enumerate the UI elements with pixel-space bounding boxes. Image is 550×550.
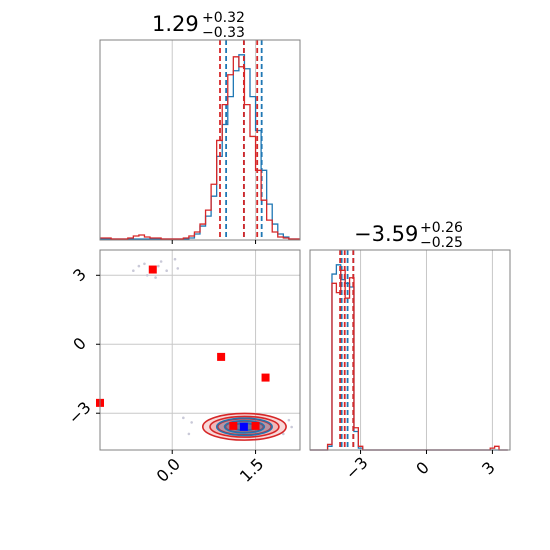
- faint-point-4: [143, 262, 146, 266]
- faint-point-8: [173, 257, 177, 261]
- p2-y-tick-label-1: 0: [69, 334, 90, 355]
- p2-x-tick-label-0: 0.0: [153, 454, 184, 485]
- faint-point-14: [282, 432, 285, 436]
- faint-point-15: [290, 425, 293, 429]
- title-1-minus: −0.33: [202, 25, 245, 41]
- red-square-marker-2: [261, 373, 270, 382]
- title-1-plus: +0.32: [202, 10, 245, 26]
- faint-point-1: [159, 260, 163, 263]
- title-1-value: 1.29: [152, 12, 199, 36]
- p3-x-tick-label-1: 0: [412, 458, 433, 479]
- p2-y-tick-label-0: 3: [69, 265, 90, 286]
- p3-x-tick-label-0: −3: [342, 453, 372, 483]
- title-panel-1: 1.29 +0.32 −0.33: [152, 10, 245, 41]
- faint-point-6: [176, 267, 180, 270]
- p2-frame: [99, 249, 301, 451]
- faint-point-12: [190, 421, 193, 424]
- faint-point-5: [154, 276, 157, 279]
- p1-frame: [99, 39, 301, 241]
- scatter-panel-bottom-left: 0.0 1.5 3 0 −3: [65, 249, 301, 486]
- p2-x-tick-label-1: 1.5: [236, 454, 267, 485]
- title-3-minus: −0.25: [420, 235, 463, 251]
- faint-point-3: [165, 269, 168, 272]
- faint-point-7: [132, 269, 135, 272]
- p3-hist-series-1: [310, 269, 508, 451]
- p1-hist-series-1: [100, 56, 300, 240]
- title-3-plus: +0.26: [420, 220, 463, 236]
- faint-point-0: [137, 264, 141, 268]
- faint-point-2: [145, 273, 149, 277]
- title-panel-3: −3.59 +0.26 −0.25: [354, 220, 463, 251]
- red-square-marker-1: [217, 352, 226, 361]
- p2-y-tick-label-2: −3: [65, 398, 95, 428]
- p3-x-tick-label-2: 3: [478, 458, 499, 479]
- faint-point-13: [287, 418, 291, 422]
- red-square-marker-0: [148, 265, 157, 274]
- title-3-value: −3.59: [354, 222, 418, 246]
- red-square-marker-4: [229, 421, 238, 430]
- histogram-panel-bottom-right: −3 0 3: [309, 249, 511, 483]
- p3-frame: [309, 249, 511, 451]
- faint-point-10: [182, 416, 185, 420]
- faint-point-9: [157, 264, 160, 268]
- p1-hist-series-0: [100, 54, 300, 240]
- faint-point-11: [187, 432, 191, 436]
- histogram-panel-top: [99, 39, 301, 244]
- blue-square-marker: [239, 422, 248, 431]
- red-square-marker-5: [251, 421, 260, 430]
